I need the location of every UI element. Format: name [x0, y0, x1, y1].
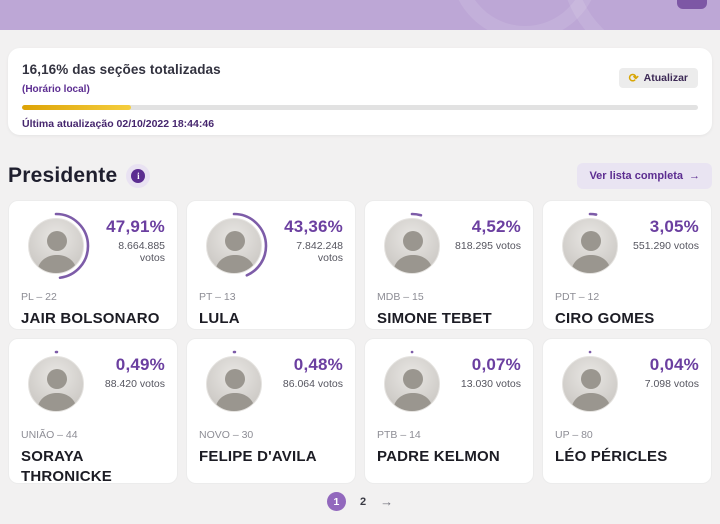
page-title: Presidente — [8, 164, 118, 187]
info-icon[interactable]: i — [126, 164, 151, 188]
refresh-button[interactable]: ⟳ Atualizar — [618, 68, 698, 88]
candidate-card[interactable]: 4,52% 818.295 votos MDB – 15 SIMONE TEBE… — [364, 200, 534, 330]
candidate-percent: 0,07% — [471, 355, 521, 374]
person-silhouette-icon — [571, 231, 611, 273]
candidate-photo — [562, 356, 618, 412]
candidate-votes: 818.295 votos — [455, 240, 521, 252]
candidate-photo — [206, 218, 262, 274]
candidate-photo-ring — [377, 211, 447, 281]
refresh-button-label: Atualizar — [643, 72, 688, 84]
candidate-percent: 0,48% — [293, 355, 343, 374]
section-header: Presidente i Ver lista completa → — [8, 160, 712, 192]
person-silhouette-icon — [215, 231, 255, 273]
candidate-photo — [384, 218, 440, 274]
sections-totalized-title: 16,16% das seções totalizadas — [22, 62, 221, 77]
candidate-votes: 86.064 votos — [282, 378, 343, 390]
candidate-photo — [384, 356, 440, 412]
app-header-bar — [0, 0, 720, 30]
candidate-votes: 551.290 votos — [633, 240, 699, 252]
candidate-photo-ring — [199, 349, 269, 419]
candidate-photo-ring — [555, 211, 625, 281]
person-silhouette-icon — [393, 231, 433, 273]
local-time-label: (Horário local) — [22, 84, 90, 95]
candidate-percent: 3,05% — [649, 217, 699, 236]
candidate-card[interactable]: 43,36% 7.842.248 votos PT – 13 LULA — [186, 200, 356, 330]
candidate-votes: 7.098 votos — [644, 378, 699, 390]
candidate-name: FELIPE D'AVILA — [199, 448, 317, 465]
candidate-party-number: UP – 80 — [555, 429, 593, 441]
candidate-name: CIRO GOMES — [555, 310, 655, 327]
candidate-party-number: MDB – 15 — [377, 291, 424, 303]
candidate-card[interactable]: 3,05% 551.290 votos PDT – 12 CIRO GOMES — [542, 200, 712, 330]
candidate-photo-ring — [199, 211, 269, 281]
candidate-photo-ring — [21, 349, 91, 419]
candidate-percent: 4,52% — [471, 217, 521, 236]
candidate-percent: 47,91% — [106, 217, 165, 236]
page-2-button[interactable]: 2 — [359, 495, 367, 508]
candidate-name: LULA — [199, 310, 240, 327]
candidate-card[interactable]: 0,49% 88.420 votos UNIÃO – 44 SORAYA THR… — [8, 338, 178, 485]
candidate-votes: 13.030 votos — [460, 378, 521, 390]
candidate-votes: 88.420 votos — [104, 378, 165, 390]
candidate-name: JAIR BOLSONARO — [21, 310, 160, 327]
candidate-percent: 0,04% — [649, 355, 699, 374]
candidate-name: SIMONE TEBET — [377, 310, 492, 327]
person-silhouette-icon — [215, 369, 255, 411]
candidate-percent: 43,36% — [284, 217, 343, 236]
candidate-votes: 7.842.248 votos — [296, 240, 343, 264]
next-page-arrow[interactable]: → — [380, 494, 394, 509]
candidate-party-number: PT – 13 — [199, 291, 236, 303]
page-1-button[interactable]: 1 — [326, 492, 346, 511]
candidate-photo — [28, 356, 84, 412]
candidate-name: PADRE KELMON — [377, 448, 500, 465]
view-full-list-button[interactable]: Ver lista completa → — [577, 163, 712, 189]
candidate-card[interactable]: 0,07% 13.030 votos PTB – 14 PADRE KELMON — [364, 338, 534, 484]
pagination: 1 2 → — [0, 492, 720, 511]
candidate-percent: 0,49% — [115, 355, 165, 374]
candidate-votes: 8.664.885 votos — [118, 240, 165, 264]
candidate-party-number: PTB – 14 — [377, 429, 421, 441]
person-silhouette-icon — [37, 369, 77, 411]
candidate-card[interactable]: 47,91% 8.664.885 votos PL – 22 JAIR BOLS… — [8, 200, 178, 330]
person-silhouette-icon — [37, 231, 77, 273]
header-cropped-button[interactable] — [677, 0, 707, 9]
arrow-right-icon: → — [689, 170, 700, 182]
person-silhouette-icon — [393, 369, 433, 411]
candidate-party-number: PDT – 12 — [555, 291, 600, 303]
candidate-photo-ring — [377, 349, 447, 419]
candidate-photo — [562, 218, 618, 274]
view-full-list-label: Ver lista completa — [589, 170, 683, 182]
candidate-party-number: NOVO – 30 — [199, 429, 254, 441]
candidate-photo-ring — [555, 349, 625, 419]
candidate-photo — [28, 218, 84, 274]
candidate-photo — [206, 356, 262, 412]
candidate-name: SORAYA THRONICKE — [21, 448, 112, 486]
totalization-progress-fill — [22, 105, 132, 110]
candidate-party-number: UNIÃO – 44 — [21, 429, 78, 441]
totalization-progress-bar — [22, 105, 698, 110]
person-silhouette-icon — [571, 369, 611, 411]
last-update-timestamp: Última atualização 02/10/2022 18:44:46 — [22, 118, 215, 130]
candidate-name: LÉO PÉRICLES — [555, 448, 668, 465]
candidates-grid: 47,91% 8.664.885 votos PL – 22 JAIR BOLS… — [8, 200, 712, 485]
totalization-card: 16,16% das seções totalizadas (Horário l… — [8, 48, 712, 135]
candidate-photo-ring — [21, 211, 91, 281]
candidate-party-number: PL – 22 — [21, 291, 57, 303]
candidate-card[interactable]: 0,04% 7.098 votos UP – 80 LÉO PÉRICLES — [542, 338, 712, 484]
refresh-icon: ⟳ — [628, 71, 639, 85]
candidate-card[interactable]: 0,48% 86.064 votos NOVO – 30 FELIPE D'AV… — [186, 338, 356, 484]
